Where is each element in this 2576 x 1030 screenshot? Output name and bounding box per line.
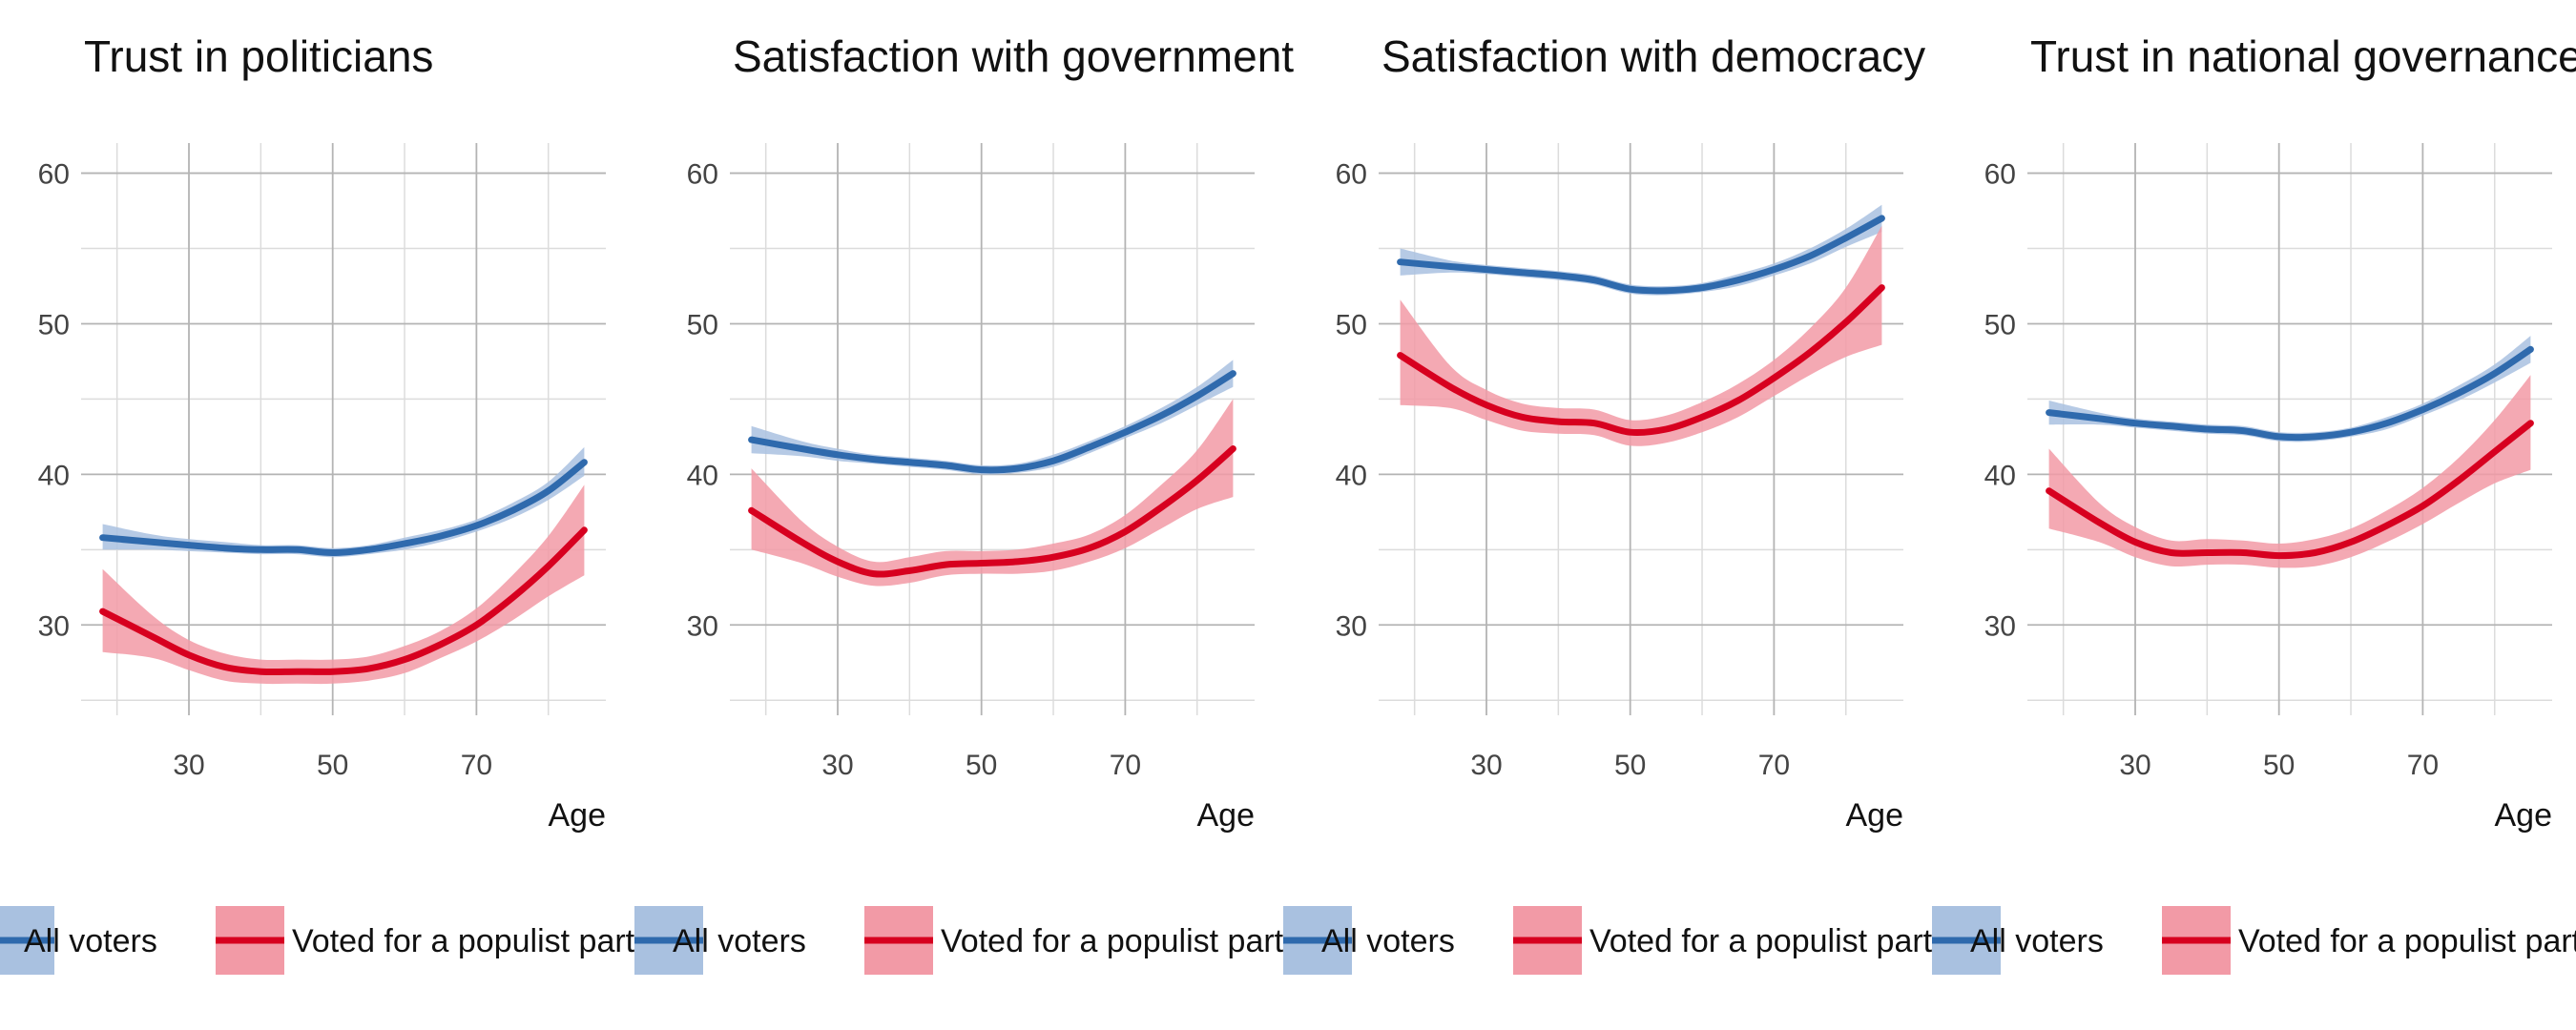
legend-label-all-voters: All voters [1970, 923, 2104, 959]
x-axis-label: Age [549, 797, 607, 834]
series-line-populist [748, 445, 1236, 578]
y-tick-label: 30 [687, 610, 718, 642]
legend-label-all-voters: All voters [24, 923, 157, 959]
y-tick-label: 40 [687, 460, 718, 491]
chart-panel-1: Trust in politicians 30 40 50 60 30 50 70 Age All… [0, 31, 651, 975]
series-line-populist [1397, 284, 1885, 436]
series-line-all-voters [1397, 215, 1885, 295]
x-tick-label: 70 [1110, 750, 1141, 781]
series-line-populist [99, 526, 588, 676]
series-line-populist [2046, 420, 2534, 560]
series-line-all-voters [748, 370, 1236, 474]
legend-label-all-voters: All voters [673, 923, 806, 959]
y-tick-label: 60 [38, 159, 70, 191]
x-axis-label: Age [1197, 797, 1256, 834]
chart-title: Trust in politicians [84, 31, 433, 81]
minor-gridlines [2027, 143, 2552, 715]
major-gridlines [2027, 143, 2552, 715]
x-tick-label: 30 [2119, 750, 2150, 781]
legend-label-populist: Voted for a populist party [2238, 923, 2576, 959]
major-gridlines [730, 143, 1255, 715]
confidence-band-all-voters [2048, 336, 2531, 443]
legend-label-populist: Voted for a populist party [292, 923, 651, 959]
y-tick-label: 50 [1336, 309, 1367, 340]
y-tick-label: 60 [1336, 159, 1367, 191]
x-tick-label: 70 [1758, 750, 1790, 781]
confidence-band-all-voters [1400, 204, 1882, 296]
confidence-band-populist [1400, 225, 1882, 446]
x-tick-label: 50 [1614, 750, 1646, 781]
x-tick-label: 70 [2407, 750, 2439, 781]
x-tick-label: 50 [317, 750, 348, 781]
x-tick-label: 30 [173, 750, 204, 781]
y-tick-label: 50 [38, 309, 70, 340]
y-tick-label: 60 [1984, 159, 2016, 191]
legend: All voters Voted for a populist party [1932, 906, 2576, 975]
chart-panel-3: Satisfaction with democracy 30 40 50 60 30 50 7… [1283, 31, 1948, 975]
y-tick-label: 30 [1336, 610, 1367, 642]
y-tick-label: 30 [1984, 610, 2016, 642]
legend-label-all-voters: All voters [1321, 923, 1455, 959]
y-tick-label: 60 [687, 159, 718, 191]
x-tick-label: 50 [966, 750, 997, 781]
x-axis-label: Age [1846, 797, 1904, 834]
x-tick-label: 30 [1470, 750, 1502, 781]
legend: All voters Voted for a populist party [0, 906, 651, 975]
series-line-all-voters [2046, 345, 2534, 442]
y-tick-label: 50 [687, 309, 718, 340]
chart-title: Satisfaction with democracy [1381, 31, 1925, 81]
x-tick-label: 30 [821, 750, 853, 781]
y-tick-label: 40 [1336, 460, 1367, 491]
chart-title: Satisfaction with government [733, 31, 1294, 81]
y-tick-label: 50 [1984, 309, 2016, 340]
series-line-all-voters [99, 459, 588, 557]
legend-label-populist: Voted for a populist party [1589, 923, 1948, 959]
minor-gridlines [730, 143, 1255, 715]
x-axis-label: Age [2495, 797, 2553, 834]
x-tick-label: 70 [461, 750, 492, 781]
legend-label-populist: Voted for a populist party [941, 923, 1299, 959]
legend: All voters Voted for a populist party [634, 906, 1299, 975]
legend: All voters Voted for a populist party [1283, 906, 1948, 975]
chart-panel-2: Satisfaction with government 30 40 50 60 30 50… [634, 31, 1299, 975]
y-tick-label: 40 [38, 460, 70, 491]
x-tick-label: 50 [2263, 750, 2295, 781]
y-tick-label: 40 [1984, 460, 2016, 491]
confidence-band-populist [2048, 375, 2531, 568]
chart-panel-4: Trust in national governance 30 40 50 60 30 50… [1932, 31, 2576, 975]
y-tick-label: 30 [38, 610, 70, 642]
chart-title: Trust in national governance [2030, 31, 2576, 81]
